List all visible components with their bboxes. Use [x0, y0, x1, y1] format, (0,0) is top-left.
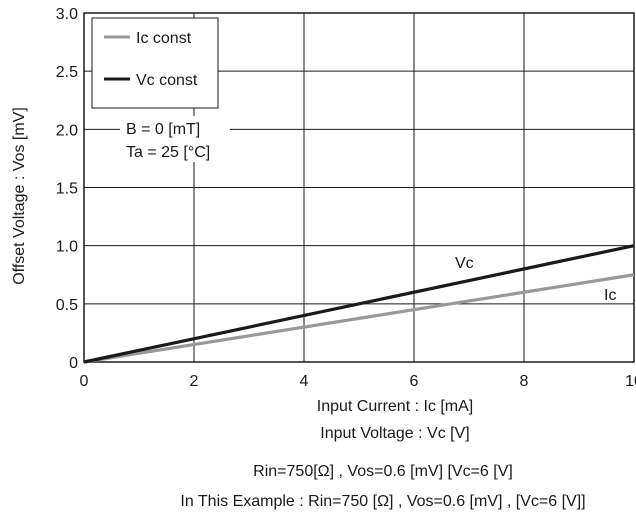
y-tick-label: 1.0 — [56, 239, 78, 256]
series-label-ic: Ic — [604, 287, 616, 304]
y-tick-label: 2.5 — [56, 64, 78, 81]
x-axis-title-current: Input Current : Ic [mA] — [316, 398, 474, 415]
x-tick-label: 0 — [80, 373, 89, 390]
series-line-ic-const — [83, 273, 635, 364]
y-tick-label: 1.5 — [56, 181, 78, 198]
plot-frame — [83, 12, 635, 363]
x-tick-label: 6 — [410, 373, 419, 390]
y-axis-ticks: 0 0.5 1.0 1.5 2.0 2.5 3.0 — [56, 6, 78, 372]
y-axis-title: Offset Voltage : Vos [mV] — [11, 107, 28, 285]
note-line-2: In This Example : Rin=750 [Ω] , Vos=0.6 … — [180, 493, 586, 510]
legend-label-vc: Vc const — [136, 72, 198, 89]
y-tick-label: 2.0 — [56, 122, 78, 139]
legend: Ic const Vc const — [91, 17, 219, 109]
condition-annotation: B = 0 [mT] Ta = 25 [°C] — [120, 116, 230, 162]
x-axis-title-voltage: Input Voltage : Vc [V] — [320, 425, 470, 442]
series-label-vc: Vc — [455, 255, 474, 272]
y-tick-label: 3.0 — [56, 6, 78, 23]
x-tick-label: 10 — [625, 373, 636, 390]
annotation-temperature: Ta = 25 [°C] — [126, 144, 210, 161]
series-line-vc-const — [83, 244, 635, 364]
legend-label-ic: Ic const — [136, 30, 192, 47]
x-tick-label: 2 — [190, 373, 199, 390]
y-tick-label: 0 — [69, 355, 78, 372]
y-tick-label: 0.5 — [56, 297, 78, 314]
x-tick-label: 8 — [520, 373, 529, 390]
x-axis-ticks: 0 2 4 6 8 10 — [80, 373, 636, 390]
note-line-1: Rin=750[Ω] , Vos=0.6 [mV] [Vc=6 [V] — [253, 463, 513, 480]
annotation-b-field: B = 0 [mT] — [126, 121, 200, 138]
x-tick-label: 4 — [300, 373, 309, 390]
series-group — [83, 244, 635, 364]
legend-box — [91, 17, 219, 109]
annotation-backdrop — [120, 116, 230, 162]
